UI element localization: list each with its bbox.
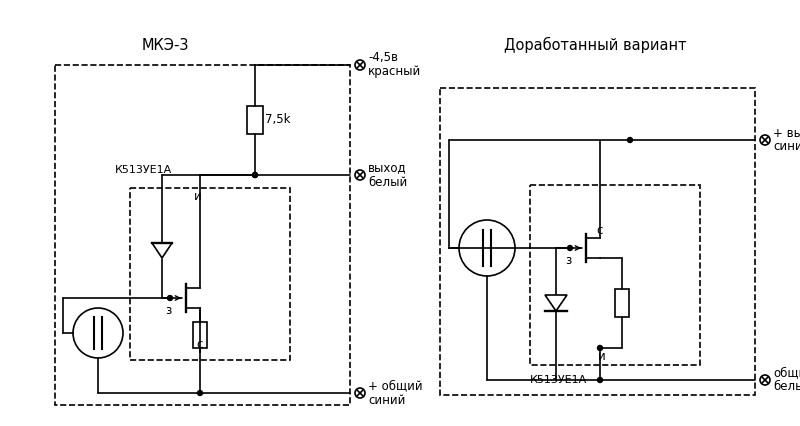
Text: К513УЕ1А: К513УЕ1А	[530, 375, 587, 385]
Circle shape	[627, 138, 633, 143]
Text: з: з	[165, 303, 171, 317]
Circle shape	[598, 345, 602, 351]
Bar	[247, 106, 263, 134]
Circle shape	[198, 391, 202, 395]
Circle shape	[253, 173, 258, 178]
Text: К513УЕ1А: К513УЕ1А	[115, 165, 172, 175]
Bar	[530, 185, 700, 365]
Text: белый: белый	[773, 380, 800, 394]
Text: общий: общий	[773, 366, 800, 380]
Circle shape	[253, 173, 258, 178]
Circle shape	[167, 296, 173, 300]
Text: + выход: + выход	[773, 127, 800, 139]
Text: синий: синий	[368, 394, 406, 406]
Text: с: с	[196, 337, 202, 351]
Text: и: и	[598, 349, 606, 363]
Bar	[193, 322, 207, 348]
Circle shape	[567, 245, 573, 250]
Text: Доработанный вариант: Доработанный вариант	[504, 37, 686, 53]
Text: 7,5k: 7,5k	[265, 113, 290, 127]
Text: -4,5в: -4,5в	[368, 52, 398, 64]
Text: МКЭ-3: МКЭ-3	[142, 37, 189, 52]
Text: с: с	[596, 224, 602, 236]
Text: красный: красный	[368, 66, 422, 78]
Text: з: з	[565, 253, 571, 267]
Circle shape	[598, 377, 602, 383]
Text: + общий: + общий	[368, 380, 422, 392]
Bar	[440, 88, 755, 395]
Text: и: и	[194, 190, 202, 202]
Bar	[130, 188, 290, 360]
Text: белый: белый	[368, 176, 407, 188]
Bar	[615, 289, 629, 317]
Bar	[55, 65, 350, 405]
Text: выход: выход	[368, 161, 406, 175]
Text: синий: синий	[773, 141, 800, 153]
